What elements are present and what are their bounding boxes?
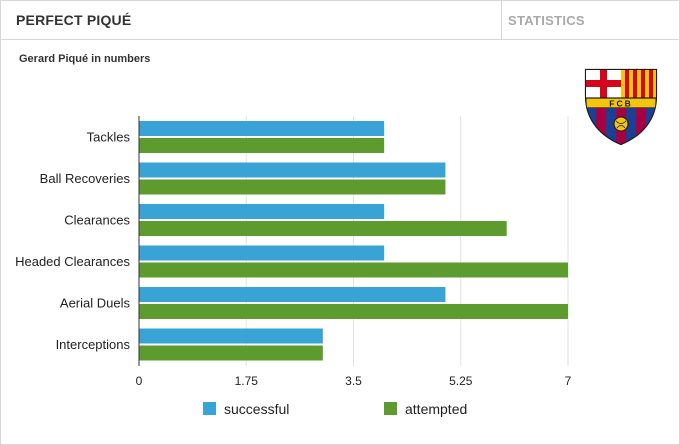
- category-label: Aerial Duels: [60, 296, 131, 311]
- legend-swatch-successful: [203, 402, 216, 415]
- category-label: Headed Clearances: [15, 254, 130, 269]
- x-tick-label: 5.25: [449, 374, 473, 388]
- x-tick-label: 1.75: [235, 374, 259, 388]
- legend-swatch-attempted: [384, 402, 397, 415]
- category-labels: Tackles Ball Recoveries Clearances Headed C…: [15, 130, 130, 353]
- bar-attempted-3[interactable]: [139, 262, 569, 278]
- bar-successful-5[interactable]: [139, 328, 323, 344]
- header-divider: [501, 1, 502, 39]
- bar-attempted-2[interactable]: [139, 221, 507, 236]
- bar-attempted-5[interactable]: [139, 345, 323, 361]
- x-axis-ticks: 0 1.75 3.5 5.25 7: [136, 374, 572, 388]
- fcb-crest-icon: FCB: [584, 68, 658, 146]
- bar-successful-3[interactable]: [139, 245, 385, 261]
- crest-text: FCB: [609, 99, 632, 109]
- x-tick-label: 0: [136, 374, 143, 388]
- x-tick-label: 3.5: [345, 374, 362, 388]
- category-label: Clearances: [64, 213, 130, 228]
- bar-successful-0[interactable]: [139, 121, 385, 136]
- page-title: PERFECT PIQUÉ: [16, 12, 132, 28]
- bar-successful-4[interactable]: [139, 287, 446, 302]
- bar-attempted-0[interactable]: [139, 138, 385, 153]
- category-label: Interceptions: [56, 337, 131, 352]
- legend-label-successful[interactable]: successful: [224, 401, 289, 417]
- category-label: Ball Recoveries: [40, 171, 131, 186]
- legend-label-attempted[interactable]: attempted: [405, 401, 467, 417]
- x-tick-label: 7: [565, 374, 572, 388]
- bar-successful-1[interactable]: [139, 162, 446, 178]
- bar-attempted-1[interactable]: [139, 179, 446, 195]
- category-label: Tackles: [87, 130, 131, 145]
- chart-title: Gerard Piqué in numbers: [19, 53, 151, 65]
- gridlines: [138, 116, 569, 366]
- bars: [139, 121, 569, 361]
- legend[interactable]: successful attempted: [203, 401, 467, 417]
- bar-successful-2[interactable]: [139, 204, 385, 219]
- tab-statistics[interactable]: STATISTICS: [508, 13, 585, 28]
- crest-ball: [613, 116, 629, 132]
- panel-header: PERFECT PIQUÉ STATISTICS: [1, 1, 679, 40]
- bar-attempted-4[interactable]: [139, 304, 569, 319]
